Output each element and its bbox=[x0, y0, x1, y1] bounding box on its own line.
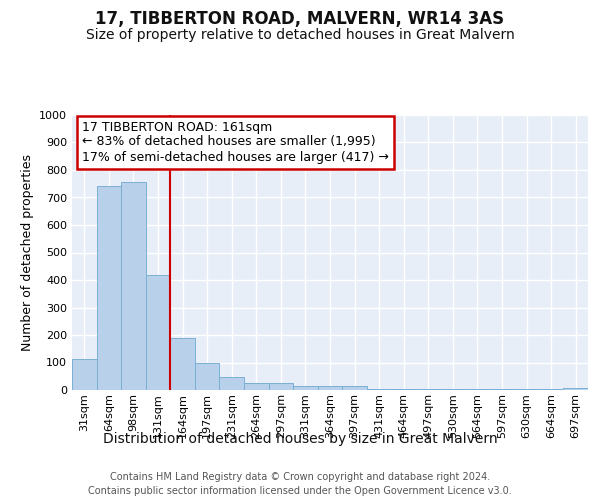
Bar bbox=[121, 182, 146, 390]
Text: 17, TIBBERTON ROAD, MALVERN, WR14 3AS: 17, TIBBERTON ROAD, MALVERN, WR14 3AS bbox=[95, 10, 505, 28]
Text: Contains HM Land Registry data © Crown copyright and database right 2024.: Contains HM Land Registry data © Crown c… bbox=[110, 472, 490, 482]
Y-axis label: Number of detached properties: Number of detached properties bbox=[20, 154, 34, 351]
Bar bbox=[269, 383, 293, 390]
Text: Size of property relative to detached houses in Great Malvern: Size of property relative to detached ho… bbox=[86, 28, 514, 42]
Bar bbox=[146, 274, 170, 390]
Text: Contains public sector information licensed under the Open Government Licence v3: Contains public sector information licen… bbox=[88, 486, 512, 496]
Text: 17 TIBBERTON ROAD: 161sqm
← 83% of detached houses are smaller (1,995)
17% of se: 17 TIBBERTON ROAD: 161sqm ← 83% of detac… bbox=[82, 120, 389, 164]
Text: Distribution of detached houses by size in Great Malvern: Distribution of detached houses by size … bbox=[103, 432, 497, 446]
Bar bbox=[244, 383, 269, 390]
Bar bbox=[293, 386, 318, 390]
Bar bbox=[318, 386, 342, 390]
Bar bbox=[342, 386, 367, 390]
Bar bbox=[97, 186, 121, 390]
Bar bbox=[220, 377, 244, 390]
Bar bbox=[563, 388, 588, 390]
Bar bbox=[195, 364, 220, 390]
Bar bbox=[170, 338, 195, 390]
Bar bbox=[72, 359, 97, 390]
